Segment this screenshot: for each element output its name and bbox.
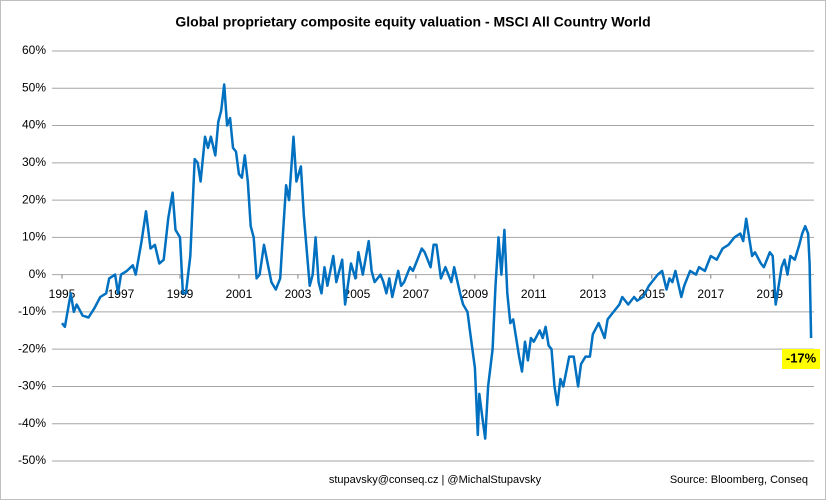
- x-tick-label: 2009: [462, 287, 489, 301]
- x-tick-label: 2005: [344, 287, 371, 301]
- annotation-box: [782, 349, 821, 369]
- footer-right: Source: Bloomberg, Conseq: [670, 474, 808, 486]
- x-tick-label: 2011: [521, 287, 547, 301]
- y-tick-label: -40%: [18, 416, 46, 430]
- x-tick-label: 2013: [579, 287, 606, 301]
- y-tick-label: -20%: [18, 341, 46, 355]
- x-tick-label: 2001: [226, 287, 253, 301]
- y-tick-label: 60%: [22, 43, 46, 57]
- footer-left: stupavsky@conseq.cz | @MichalStupavsky: [329, 474, 542, 486]
- y-tick-label: -50%: [18, 453, 46, 467]
- y-tick-label: -10%: [18, 304, 46, 318]
- y-tick-label: 40%: [22, 118, 46, 132]
- y-tick-label: 30%: [22, 155, 46, 169]
- y-tick-label: 50%: [22, 80, 46, 94]
- line-series: [61, 83, 813, 440]
- x-tick-label: 1999: [167, 287, 194, 301]
- y-tick-label: -30%: [18, 379, 46, 393]
- y-tick-label: 0%: [29, 267, 47, 281]
- x-tick-label: 1997: [108, 287, 135, 301]
- x-tick-label: 2003: [285, 287, 312, 301]
- x-tick-label: 2007: [403, 287, 430, 301]
- chart-title: Global proprietary composite equity valu…: [175, 14, 650, 30]
- annotation: -17%: [786, 350, 817, 365]
- y-tick-label: 10%: [22, 230, 46, 244]
- x-tick-label: 2017: [697, 287, 724, 301]
- y-tick-label: 20%: [22, 192, 46, 206]
